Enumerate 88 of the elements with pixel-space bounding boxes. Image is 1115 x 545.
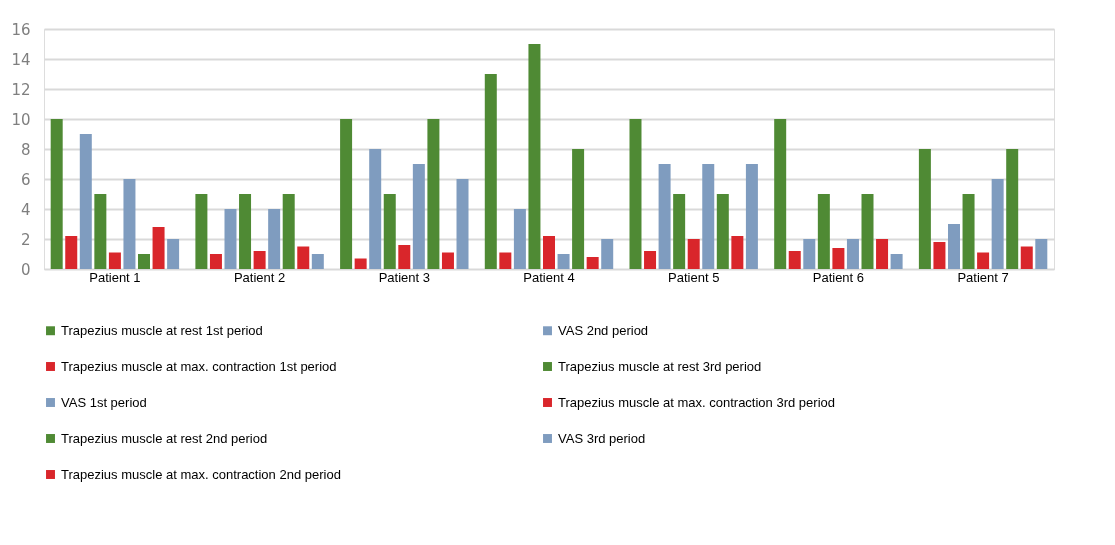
bar xyxy=(933,242,946,269)
x-tick-label: Patient 6 xyxy=(812,269,865,285)
bar xyxy=(268,209,281,269)
bar xyxy=(658,164,671,269)
bar xyxy=(79,134,92,269)
x-tick-label: Patient 1 xyxy=(89,269,141,285)
y-tick-label: 14 xyxy=(11,50,31,69)
legend-label: Trapezius muscle at rest 3rd period xyxy=(558,358,762,374)
bar xyxy=(167,239,180,269)
y-tick-label: 2 xyxy=(20,230,31,249)
bar xyxy=(354,258,367,269)
bar xyxy=(398,245,411,269)
legend-label: VAS 2nd period xyxy=(558,322,649,338)
legend-label: Trapezius muscle at max. contraction 1st period xyxy=(61,358,337,374)
bar xyxy=(846,239,859,269)
bar xyxy=(817,194,830,269)
bar xyxy=(962,194,975,269)
bar xyxy=(788,251,801,269)
bar xyxy=(239,194,252,269)
bar xyxy=(108,252,121,269)
bar xyxy=(572,149,585,269)
bar xyxy=(991,179,1004,269)
bar xyxy=(629,119,642,269)
bar xyxy=(716,194,729,269)
bar xyxy=(774,119,787,269)
bar xyxy=(209,254,222,269)
bar xyxy=(383,194,396,269)
bar xyxy=(123,179,136,269)
bar xyxy=(311,254,324,269)
y-tick-label: 6 xyxy=(20,170,31,189)
bar xyxy=(528,44,541,269)
bar xyxy=(890,254,903,269)
legend-label: Trapezius muscle at rest 2nd period xyxy=(61,430,268,446)
bar xyxy=(340,119,353,269)
bar xyxy=(50,119,63,269)
x-tick-label: Patient 3 xyxy=(378,269,430,285)
x-tick-label: Patient 4 xyxy=(523,269,575,285)
legend-label: Trapezius muscle at max. contraction 3rd period xyxy=(558,394,835,410)
bar xyxy=(731,236,744,269)
bar xyxy=(745,164,758,269)
bar xyxy=(861,194,874,269)
y-tick-label: 4 xyxy=(20,200,31,219)
bar xyxy=(601,239,614,269)
bar xyxy=(977,252,990,269)
legend-label: VAS 1st period xyxy=(61,394,147,410)
bar xyxy=(557,254,570,269)
bar xyxy=(369,149,382,269)
y-tick-label: 16 xyxy=(11,20,31,39)
bar xyxy=(282,194,295,269)
bar xyxy=(195,194,208,269)
bar xyxy=(138,254,151,269)
x-tick-label: Patient 7 xyxy=(957,269,1009,285)
y-tick-label: 10 xyxy=(11,110,31,129)
bar xyxy=(513,209,526,269)
bar xyxy=(673,194,686,269)
bar xyxy=(543,236,555,269)
y-tick-label: 8 xyxy=(20,140,31,159)
bar xyxy=(412,164,425,269)
bar xyxy=(702,164,715,269)
x-tick-label: Patient 2 xyxy=(233,269,286,285)
bar xyxy=(947,224,960,269)
bar xyxy=(1006,149,1019,269)
y-tick-label: 0 xyxy=(20,260,31,279)
bar xyxy=(803,239,816,269)
bar xyxy=(918,149,931,269)
bar xyxy=(456,179,469,269)
bar xyxy=(253,251,266,269)
bar xyxy=(152,227,165,269)
bar xyxy=(94,194,107,269)
bar xyxy=(224,209,237,269)
bar xyxy=(644,251,657,269)
y-tick-label: 12 xyxy=(11,80,31,99)
bar xyxy=(586,257,599,269)
bar xyxy=(427,119,440,269)
legend-label: Trapezius muscle at rest 1st period xyxy=(61,322,263,338)
legend-label: VAS 3rd period xyxy=(558,430,646,446)
bar xyxy=(499,252,512,269)
x-tick-label: Patient 5 xyxy=(668,269,720,285)
bar xyxy=(1020,246,1033,269)
bar xyxy=(876,239,889,269)
bar xyxy=(297,246,310,269)
legend-label: Trapezius muscle at max. contraction 2nd period xyxy=(61,466,341,482)
bar xyxy=(441,252,454,269)
bar xyxy=(687,239,700,269)
bar xyxy=(832,248,845,269)
bar xyxy=(1035,239,1048,269)
bar xyxy=(65,236,78,269)
bar xyxy=(484,74,497,269)
